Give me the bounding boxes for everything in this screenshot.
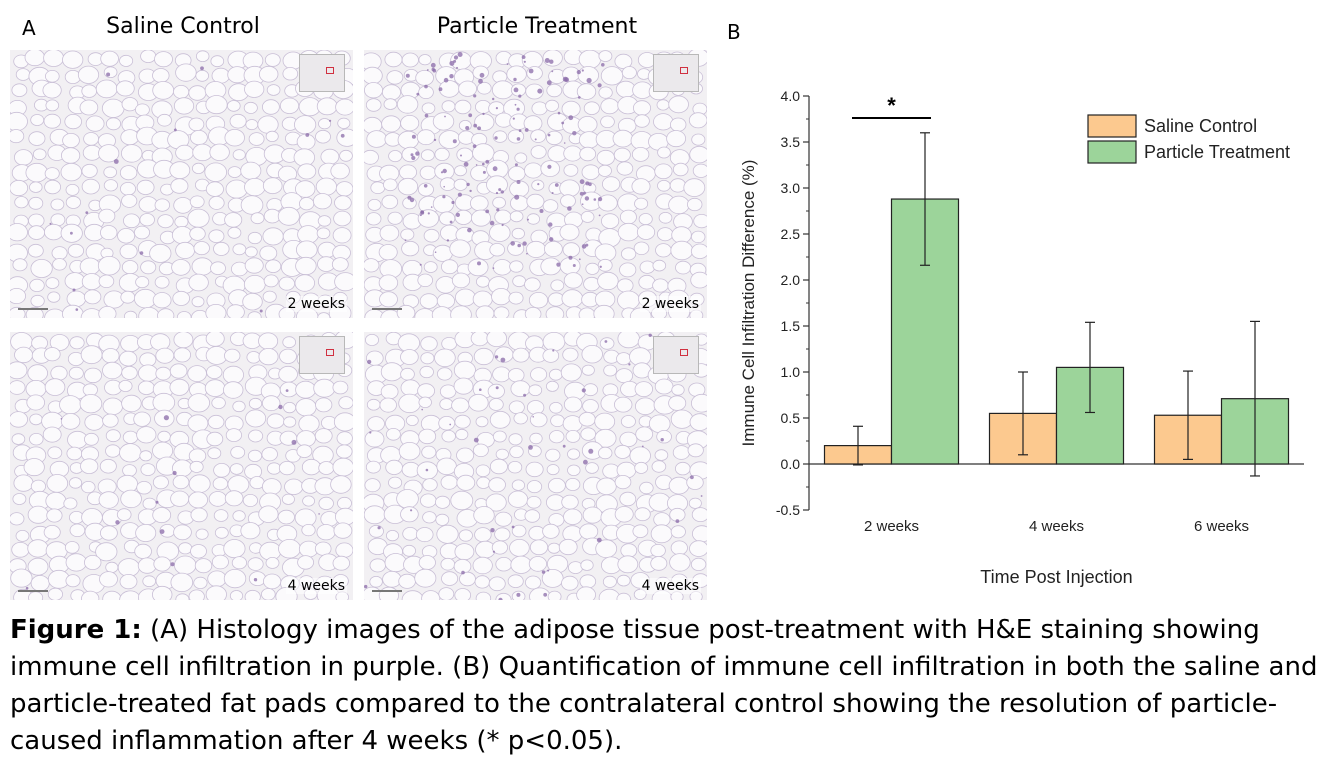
- legend-swatch: [1087, 114, 1137, 138]
- error-bar: [1183, 370, 1193, 460]
- timepoint-label: 2 weeks: [639, 296, 701, 312]
- timepoint-label: 4 weeks: [285, 578, 347, 594]
- caption-label: Figure 1:: [10, 615, 142, 645]
- timepoint-label: 2 weeks: [285, 296, 347, 312]
- error-bar: [1250, 320, 1260, 477]
- significance-marker: *: [887, 93, 896, 118]
- legend: Saline Control Particle Treatment: [1087, 114, 1290, 164]
- overview-thumbnail: [653, 54, 699, 92]
- scale-bar: [372, 590, 402, 592]
- legend-label: Saline Control: [1144, 116, 1257, 136]
- bar-chart: -0.5 0.0 0.5 1.0 1.5 2.0 2.5 3.0 3.5 4.0 2 weeks 4 …: [739, 88, 1304, 587]
- adipose-tissue-texture: [10, 332, 353, 600]
- y-tick-label: 0.5: [781, 410, 801, 426]
- error-bar: [920, 132, 930, 266]
- histology-image-saline-2wk: 2 weeks: [10, 50, 353, 318]
- y-axis-label: Immune Cell Infiltration Difference (%): [739, 160, 758, 447]
- scale-bar: [372, 308, 402, 310]
- timepoint-label: 4 weeks: [639, 578, 701, 594]
- histology-image-saline-4wk: 4 weeks: [10, 332, 353, 600]
- column-header-particle: Particle Treatment: [436, 14, 638, 39]
- error-bar: [853, 425, 863, 466]
- y-tick-label: 1.0: [781, 364, 801, 380]
- adipose-tissue-texture: [364, 50, 707, 318]
- histology-image-particle-4wk: 4 weeks: [364, 332, 707, 600]
- x-axis-label: Time Post Injection: [980, 567, 1132, 587]
- x-tick-label: 4 weeks: [1029, 518, 1084, 535]
- figure-caption: Figure 1: (A) Histology images of the ad…: [10, 612, 1330, 760]
- scale-bar: [18, 308, 48, 310]
- scale-bar: [18, 590, 48, 592]
- panel-a-letter: A: [22, 16, 36, 40]
- y-tick-label: 2.0: [781, 272, 801, 288]
- panel-b-letter: B: [727, 20, 741, 44]
- overview-thumbnail: [299, 54, 345, 92]
- legend-label: Particle Treatment: [1144, 142, 1290, 162]
- adipose-tissue-texture: [364, 332, 707, 600]
- y-tick-label: 3.5: [781, 134, 801, 150]
- caption-text: (A) Histology images of the adipose tiss…: [10, 615, 1318, 756]
- overview-thumbnail: [299, 336, 345, 374]
- y-tick-label: 2.5: [781, 226, 801, 242]
- y-tick-label: 1.5: [781, 318, 801, 334]
- legend-swatch: [1087, 140, 1137, 164]
- x-tick-label: 6 weeks: [1194, 518, 1249, 535]
- column-header-saline: Saline Control: [106, 14, 260, 39]
- x-tick-label: 2 weeks: [864, 518, 919, 535]
- adipose-tissue-texture: [10, 50, 353, 318]
- histology-image-particle-2wk: 2 weeks: [364, 50, 707, 318]
- error-bar: [1018, 371, 1028, 456]
- y-tick-label: 3.0: [781, 180, 801, 196]
- y-tick-label: 0.0: [781, 456, 801, 472]
- overview-thumbnail: [653, 336, 699, 374]
- y-tick-label: 4.0: [781, 88, 801, 104]
- error-bar: [1085, 321, 1095, 414]
- y-tick-label: -0.5: [776, 502, 800, 518]
